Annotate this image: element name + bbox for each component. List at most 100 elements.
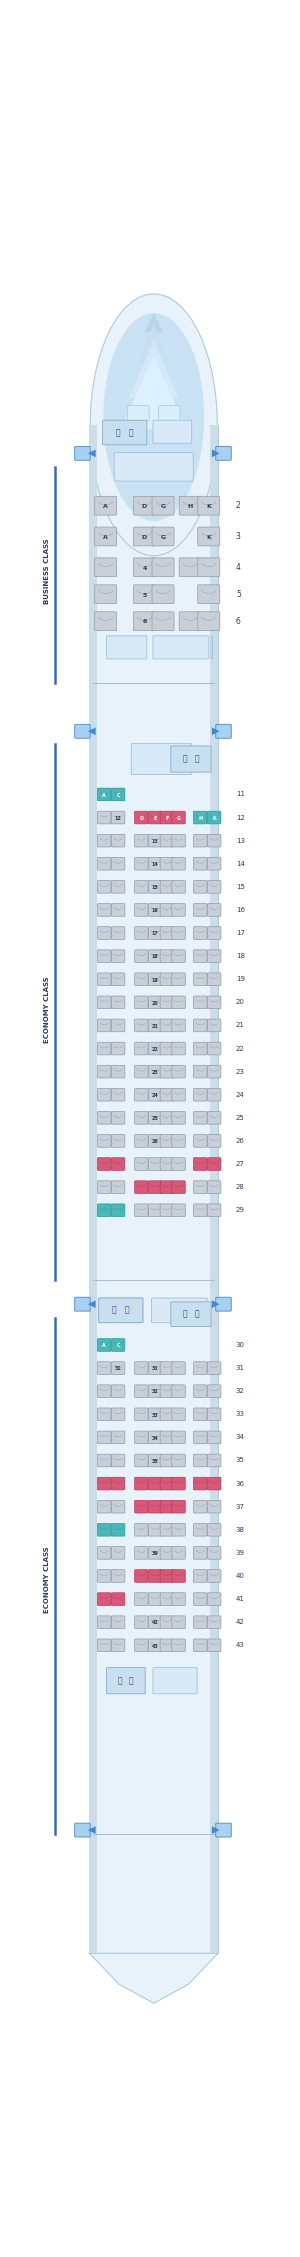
FancyBboxPatch shape [208,858,221,869]
FancyBboxPatch shape [172,1361,185,1375]
FancyBboxPatch shape [152,1298,207,1323]
FancyBboxPatch shape [135,1088,148,1101]
Text: ⧗: ⧗ [129,429,134,438]
FancyBboxPatch shape [135,995,148,1009]
FancyBboxPatch shape [172,903,185,916]
FancyBboxPatch shape [148,1386,162,1397]
Text: 30: 30 [236,1343,245,1347]
Text: BUSINESS CLASS: BUSINESS CLASS [44,539,50,605]
FancyBboxPatch shape [208,835,221,846]
FancyBboxPatch shape [75,1298,90,1311]
Text: 13: 13 [236,837,245,844]
FancyBboxPatch shape [160,1431,174,1444]
FancyBboxPatch shape [153,420,192,442]
Text: 21: 21 [236,1022,245,1029]
FancyBboxPatch shape [208,903,221,916]
FancyBboxPatch shape [216,1824,231,1837]
Text: 18: 18 [236,952,245,959]
FancyBboxPatch shape [208,1020,221,1031]
Text: 31: 31 [236,1365,245,1370]
Text: ECONOMY CLASS: ECONOMY CLASS [44,977,50,1043]
Text: C: C [116,1343,120,1347]
FancyBboxPatch shape [208,1088,221,1101]
FancyBboxPatch shape [194,810,207,824]
Text: 19: 19 [236,977,245,982]
FancyBboxPatch shape [148,950,162,961]
FancyBboxPatch shape [148,1431,162,1444]
Text: 23: 23 [236,1068,245,1074]
FancyBboxPatch shape [208,950,221,961]
FancyBboxPatch shape [172,1158,185,1171]
Text: A: A [102,1343,106,1347]
FancyBboxPatch shape [194,973,207,986]
Text: 33: 33 [236,1411,245,1417]
Text: 6: 6 [142,618,147,625]
FancyBboxPatch shape [172,1593,185,1605]
Text: ⧗: ⧗ [125,1307,130,1316]
FancyBboxPatch shape [208,1523,221,1537]
Text: 20: 20 [236,1000,245,1004]
FancyBboxPatch shape [98,1593,111,1605]
FancyBboxPatch shape [152,528,174,546]
FancyBboxPatch shape [194,1523,207,1537]
Text: H: H [188,503,193,510]
Ellipse shape [103,314,204,521]
FancyBboxPatch shape [160,1020,174,1031]
FancyBboxPatch shape [135,903,148,916]
FancyBboxPatch shape [148,1361,162,1375]
FancyBboxPatch shape [135,1569,148,1582]
FancyBboxPatch shape [160,903,174,916]
FancyBboxPatch shape [208,1501,221,1512]
Text: 2: 2 [236,501,241,510]
FancyBboxPatch shape [111,1639,125,1652]
FancyBboxPatch shape [148,995,162,1009]
Text: F: F [165,815,169,822]
FancyBboxPatch shape [98,835,111,846]
FancyBboxPatch shape [208,995,221,1009]
FancyBboxPatch shape [148,880,162,894]
FancyBboxPatch shape [172,1616,185,1630]
FancyBboxPatch shape [75,724,90,738]
Text: 17: 17 [236,930,245,937]
FancyBboxPatch shape [194,1546,207,1560]
FancyBboxPatch shape [111,1088,125,1101]
FancyBboxPatch shape [111,880,125,894]
FancyBboxPatch shape [98,1569,111,1582]
FancyBboxPatch shape [194,1431,207,1444]
FancyBboxPatch shape [158,406,180,422]
Text: G: G [160,535,166,539]
Text: 35: 35 [152,1458,159,1465]
Text: 43: 43 [152,1643,159,1648]
FancyBboxPatch shape [134,585,155,603]
FancyBboxPatch shape [148,903,162,916]
FancyBboxPatch shape [160,880,174,894]
FancyBboxPatch shape [152,557,174,578]
FancyBboxPatch shape [172,1639,185,1652]
FancyBboxPatch shape [134,528,155,546]
FancyBboxPatch shape [160,973,174,986]
Text: 19: 19 [152,977,159,982]
FancyBboxPatch shape [111,1110,125,1124]
FancyBboxPatch shape [148,1593,162,1605]
Text: 43: 43 [236,1643,245,1648]
FancyBboxPatch shape [194,1043,207,1054]
FancyBboxPatch shape [208,1158,221,1171]
FancyBboxPatch shape [135,1065,148,1079]
FancyBboxPatch shape [208,1110,221,1124]
FancyBboxPatch shape [194,903,207,916]
FancyBboxPatch shape [135,1020,148,1031]
FancyBboxPatch shape [98,858,111,869]
FancyBboxPatch shape [172,950,185,961]
FancyBboxPatch shape [208,973,221,986]
Text: D: D [140,815,143,822]
FancyBboxPatch shape [208,1546,221,1560]
FancyBboxPatch shape [194,1180,207,1194]
FancyBboxPatch shape [106,636,147,659]
FancyBboxPatch shape [75,1824,90,1837]
FancyBboxPatch shape [98,1386,111,1397]
Polygon shape [121,357,186,429]
Text: A: A [102,792,106,797]
FancyBboxPatch shape [148,810,162,824]
FancyBboxPatch shape [111,810,125,824]
Text: K: K [212,815,216,822]
